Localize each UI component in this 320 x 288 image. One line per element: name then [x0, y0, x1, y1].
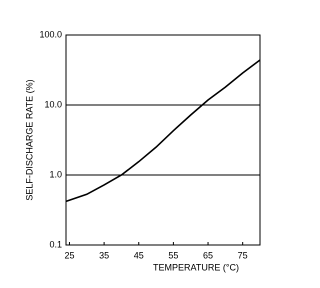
x-tick-label: 45	[134, 250, 144, 260]
chart: TEMPERATURE (°C) SELF-DISCHARGE RATE (%)…	[24, 29, 261, 272]
x-tick-label: 65	[203, 250, 213, 260]
y-tick-label: 100.0	[39, 29, 62, 39]
y-tick-label: 1.0	[49, 169, 62, 179]
data-line	[65, 59, 261, 203]
y-tick-label: 0.1	[49, 239, 62, 249]
x-tick-label: 75	[238, 250, 248, 260]
y-tick-label: 10.0	[44, 99, 62, 109]
x-axis-label: TEMPERATURE (°C)	[153, 262, 239, 272]
y-axis-label: SELF-DISCHARGE RATE (%)	[24, 79, 34, 200]
x-tick-label: 55	[168, 250, 178, 260]
x-tick-label: 25	[64, 250, 74, 260]
x-tick-label: 35	[99, 250, 109, 260]
